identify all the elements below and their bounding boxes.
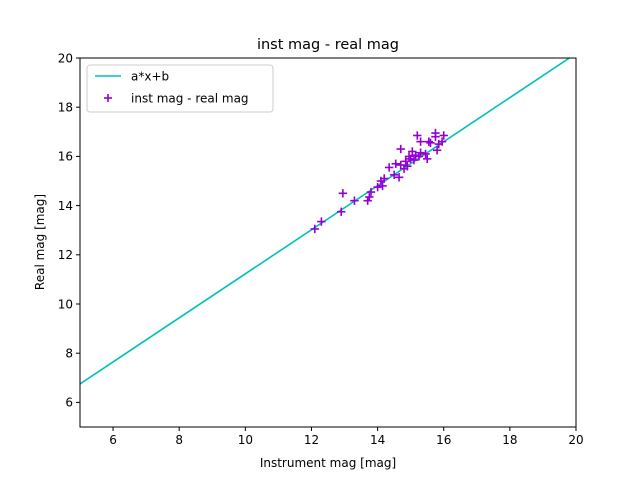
legend: a*x+b inst mag - real mag	[86, 64, 274, 113]
scatter-point	[416, 137, 425, 146]
scatter-point	[394, 173, 404, 182]
scatter-point	[391, 159, 400, 168]
scatter-point	[337, 207, 346, 216]
x-tick-label: 20	[568, 433, 583, 447]
scatter-point	[378, 181, 387, 191]
scatter-point	[317, 217, 326, 226]
y-tick-label: 14	[58, 199, 73, 213]
x-tick-label: 6	[109, 433, 117, 447]
legend-label-fit-line: a*x+b	[131, 70, 169, 84]
y-tick-label: 16	[58, 150, 73, 164]
y-tick-label: 8	[65, 347, 73, 361]
x-tick-label: 16	[436, 433, 451, 447]
scatter-point	[426, 138, 435, 148]
scatter-point	[373, 182, 382, 192]
scatter-point	[389, 170, 399, 180]
scatter-point	[432, 146, 442, 155]
scatter-point	[414, 152, 424, 161]
scatter-point	[350, 196, 359, 205]
scatter-point	[423, 154, 432, 164]
scatter-point	[416, 148, 425, 157]
x-tick-label: 18	[502, 433, 517, 447]
legend-label-scatter: inst mag - real mag	[131, 92, 249, 106]
x-tick-label: 12	[304, 433, 319, 447]
scatter-point	[424, 137, 434, 146]
legend-box	[86, 64, 274, 113]
scatter-point	[365, 192, 374, 202]
scatter-point	[310, 224, 319, 234]
scatter-point	[413, 131, 422, 140]
scatter-point	[403, 162, 412, 171]
scatter-point	[396, 144, 405, 154]
y-tick-label: 6	[65, 396, 73, 410]
scatter-point	[384, 163, 394, 172]
plot-area	[80, 58, 570, 385]
axes-frame	[79, 57, 577, 428]
axes: 6 8 10 12 14 16 18 20 6 8 10 12 14 16 18 20	[58, 51, 584, 447]
x-tick-label: 14	[370, 433, 385, 447]
chart-title: inst mag - real mag	[257, 37, 399, 53]
y-tick-label: 12	[58, 248, 73, 262]
scatter-point	[366, 187, 376, 197]
y-axis-label: Real mag [mag]	[33, 194, 47, 290]
scatter-point	[431, 128, 440, 138]
scatter-point	[439, 131, 448, 140]
scatter-point	[421, 149, 430, 159]
legend-marker-swatch	[104, 94, 112, 102]
scatter-point	[363, 196, 372, 205]
scatter-point	[380, 174, 389, 183]
scatter-point	[437, 137, 447, 146]
scatter-point	[401, 157, 410, 166]
y-tick-label: 18	[58, 101, 73, 115]
y-tick-label: 20	[58, 51, 73, 65]
x-tick-label: 8	[175, 433, 183, 447]
scatter-point	[338, 189, 348, 198]
x-tick-label: 10	[238, 433, 253, 447]
scatter-point	[409, 155, 419, 165]
x-axis-label: Instrument mag [mag]	[260, 456, 396, 470]
y-tick-label: 10	[58, 297, 73, 311]
